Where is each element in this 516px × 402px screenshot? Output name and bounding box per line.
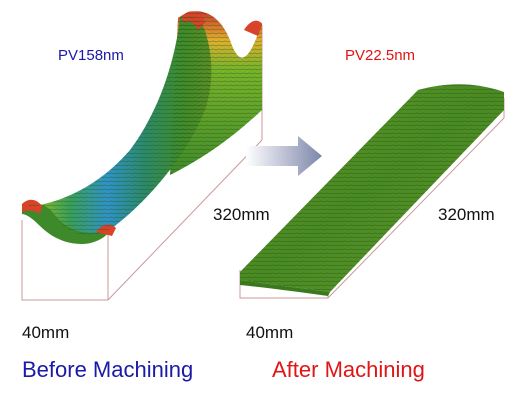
before-width-label: 40mm [22, 323, 69, 342]
after-surface [240, 84, 504, 296]
before-pv-label: PV158nm [58, 47, 124, 64]
before-length-label: 320mm [213, 205, 270, 224]
after-width-label: 40mm [246, 323, 293, 342]
before-caption: Before Machining [22, 357, 193, 382]
after-pv-label: PV22.5nm [345, 47, 415, 64]
after-length-label: 320mm [438, 205, 495, 224]
before-surface [22, 11, 262, 244]
after-caption: After Machining [272, 357, 425, 382]
right-arrow-icon [246, 136, 322, 176]
